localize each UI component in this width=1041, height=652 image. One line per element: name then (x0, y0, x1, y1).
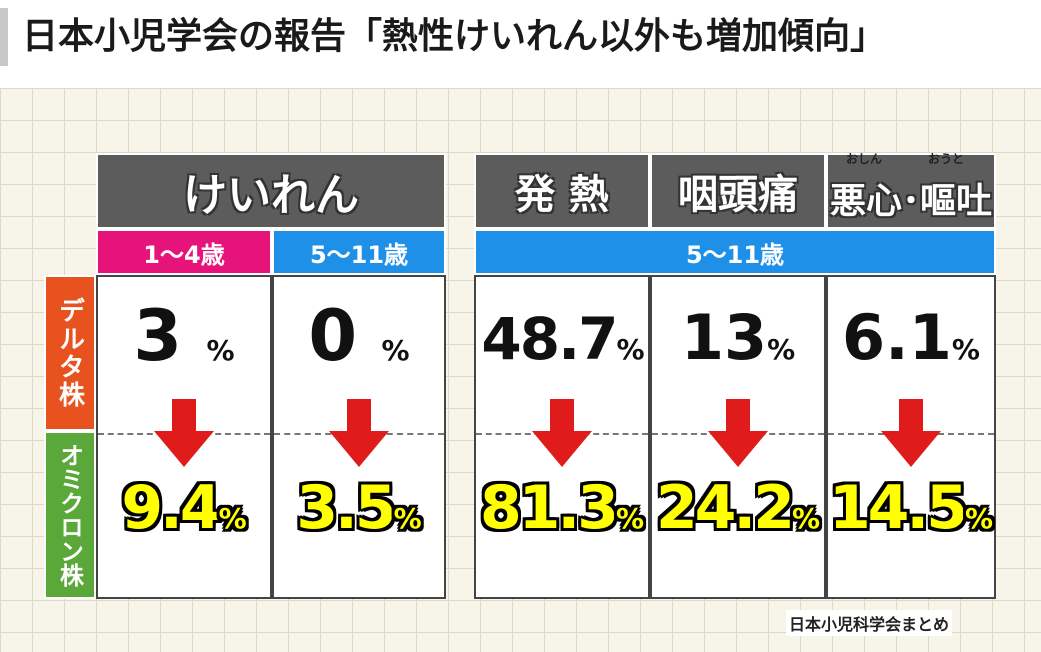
data-col-fever: 48.7% 81.3% (474, 275, 650, 599)
delta-value: 48.7% (476, 305, 648, 373)
age-band-5-11-right-label: 5〜11歳 (685, 240, 785, 269)
delta-number: 13 (680, 301, 768, 374)
omicron-number: 3.5 (296, 473, 396, 543)
ruby-oshin: おしん (846, 152, 883, 166)
delta-number: 3 (133, 295, 183, 377)
header-sore-throat: 咽頭痛 (650, 153, 826, 229)
omicron-value: 81.3% (476, 473, 648, 543)
source-credit: 日本小児科学会まとめ (786, 610, 953, 636)
header-fever-label: 発 熱 (515, 172, 609, 218)
omicron-number: 9.4 (121, 473, 221, 543)
age-band-1-4: 1〜4歳 (96, 229, 272, 275)
headline-accent-bar (0, 8, 8, 66)
row-label-delta: デルタ株 (44, 275, 96, 431)
age-band-5-11-left: 5〜11歳 (272, 229, 446, 275)
delta-number: 48.7 (481, 305, 618, 373)
delta-value: 6.1% (828, 301, 994, 374)
headline-banner: 日本小児学会の報告「熱性けいれん以外も増加傾向」 (0, 0, 1041, 78)
header-seizure: けいれん (96, 153, 446, 229)
omicron-value: 14.5% (828, 473, 994, 543)
age-band-5-11-left-label: 5〜11歳 (309, 240, 409, 269)
down-arrow-icon (329, 399, 389, 467)
omicron-value: 3.5% (274, 473, 444, 543)
headline-title: 日本小児学会の報告「熱性けいれん以外も増加傾向」 (22, 16, 887, 57)
ruby-outo: おうと (928, 152, 965, 166)
row-label-omicron-text: オミクロン株 (55, 443, 84, 587)
percent-sign: % (615, 502, 645, 535)
header-nausea-label: 悪心･嘔吐 (829, 181, 992, 222)
down-arrow-icon (708, 399, 768, 467)
row-label-delta-text: デルタ株 (54, 297, 85, 409)
omicron-value: 9.4% (98, 473, 270, 543)
header-seizure-label: けいれん (183, 170, 359, 221)
down-arrow-icon (881, 399, 941, 467)
row-label-omicron: オミクロン株 (44, 431, 96, 599)
header-nausea: 悪心･嘔吐 (826, 153, 996, 229)
percent-sign: % (616, 333, 645, 366)
percent-sign: % (393, 502, 422, 535)
delta-value: 13% (652, 301, 824, 374)
data-col-sore-throat: 13% 24.2% (650, 275, 826, 599)
down-arrow-icon (532, 399, 592, 467)
infographic-board: けいれん 発 熱 咽頭痛 悪心･嘔吐 おしん おうと 1〜4歳 5〜11歳 5〜… (0, 88, 1041, 652)
omicron-number: 24.2 (655, 473, 795, 543)
delta-value: 3 % (98, 295, 270, 377)
percent-sign: % (964, 502, 994, 535)
percent-sign: % (206, 334, 235, 367)
omicron-number: 14.5 (828, 473, 968, 543)
percent-sign: % (767, 333, 796, 366)
omicron-value: 24.2% (652, 473, 824, 543)
delta-number: 6.1 (842, 301, 952, 374)
percent-sign: % (218, 502, 247, 535)
data-col-seizure-5-11: 0 % 3.5% (272, 275, 446, 599)
delta-number: 0 (308, 295, 358, 377)
down-arrow-icon (154, 399, 214, 467)
percent-sign: % (381, 334, 410, 367)
delta-value: 0 % (274, 295, 444, 377)
age-band-5-11-right: 5〜11歳 (474, 229, 996, 275)
percent-sign: % (791, 502, 821, 535)
percent-sign: % (951, 333, 980, 366)
data-col-seizure-1-4: 3 % 9.4% (96, 275, 272, 599)
age-band-1-4-label: 1〜4歳 (143, 240, 225, 269)
data-col-nausea: 6.1% 14.5% (826, 275, 996, 599)
omicron-number: 81.3 (479, 473, 619, 543)
header-fever: 発 熱 (474, 153, 650, 229)
header-sore-throat-label: 咽頭痛 (678, 172, 798, 218)
